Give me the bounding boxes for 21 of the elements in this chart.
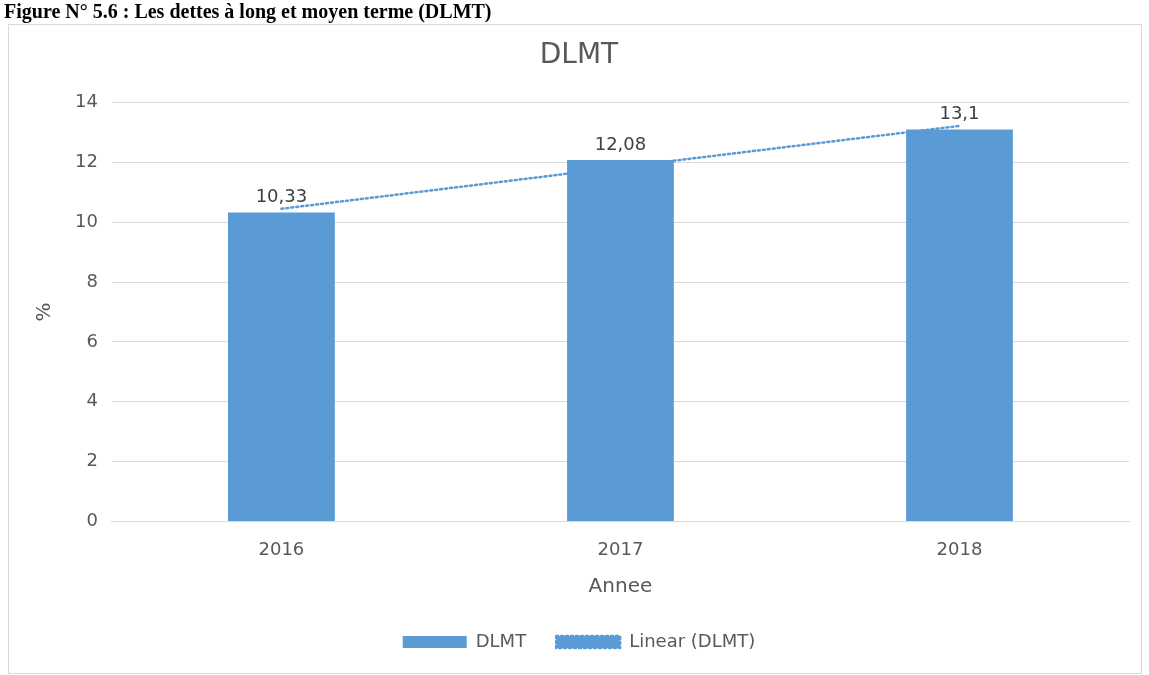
y-axis-title: %	[31, 302, 56, 322]
data-label: 12,08	[594, 132, 647, 154]
data-label: 10,33	[255, 185, 308, 207]
x-tick-label: 2016	[258, 537, 305, 559]
y-tick-label: 0	[86, 509, 98, 531]
x-tick-label: 2018	[936, 537, 983, 559]
x-axis-title: Annee	[588, 573, 653, 598]
legend-label: DLMT	[475, 629, 528, 651]
y-tick-label: 4	[86, 389, 98, 411]
y-tick-label: 10	[75, 209, 98, 231]
x-tick-label: 2017	[597, 537, 644, 559]
legend-label: Linear (DLMT)	[629, 629, 756, 651]
bar	[228, 212, 335, 521]
y-tick-label: 8	[86, 269, 98, 291]
y-tick-label: 12	[75, 150, 98, 172]
chart-title: DLMT	[539, 37, 620, 71]
y-tick-label: 2	[86, 449, 98, 471]
y-tick-label: 6	[86, 329, 98, 351]
y-tick-label: 14	[75, 90, 98, 112]
text: Figure N° 5.6 : Les dettes à long et moyen terme (DLMT)	[4, 0, 493, 22]
data-label: 13,1	[939, 102, 980, 124]
